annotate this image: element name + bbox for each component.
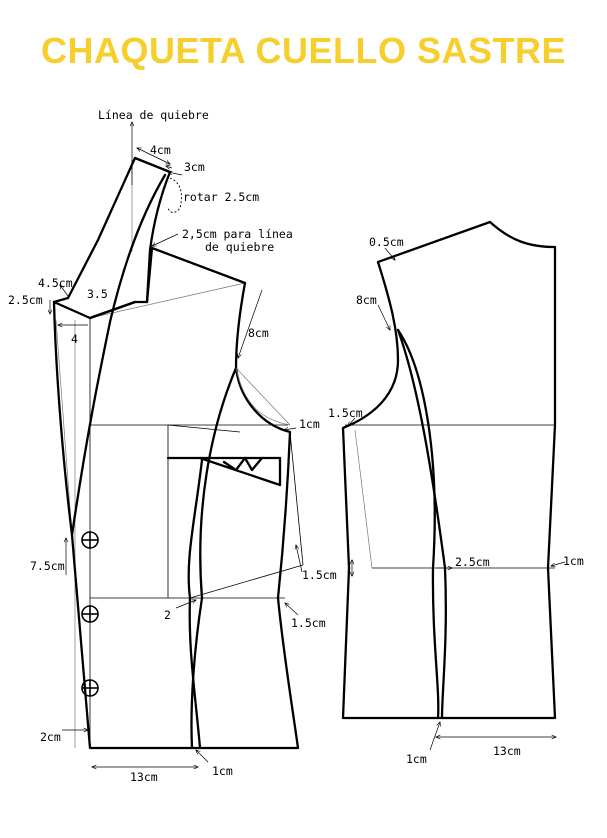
back-piece: 0.5cm 8cm 1.5cm 2.5cm 1cm 1cm 13cm xyxy=(328,220,584,766)
label-back-1cm: 1cm xyxy=(563,554,584,568)
label-3-5: 3.5 xyxy=(87,287,108,301)
label-back-0-5cm: 0.5cm xyxy=(369,235,404,249)
label-front-1-5cm-b: 1.5cm xyxy=(291,616,326,630)
front-measure-arrows xyxy=(50,122,303,767)
button-1 xyxy=(81,531,99,549)
back-construction-lines xyxy=(345,424,555,569)
label-4cm: 4cm xyxy=(150,143,171,157)
label-para-linea-2: de quiebre xyxy=(205,240,274,254)
label-back-8cm: 8cm xyxy=(356,293,377,307)
label-3cm: 3cm xyxy=(184,160,205,174)
label-front-1cm: 1cm xyxy=(299,417,320,431)
label-4: 4 xyxy=(71,332,78,346)
label-front-1-5cm: 1.5cm xyxy=(302,568,337,582)
label-front-8cm: 8cm xyxy=(248,326,269,340)
label-linea-quiebre: Línea de quiebre xyxy=(98,108,209,122)
lapel-outline xyxy=(52,156,172,320)
button-3 xyxy=(81,679,99,697)
label-back-13cm: 13cm xyxy=(493,744,521,758)
label-front-13cm: 13cm xyxy=(130,770,158,784)
label-7-5cm: 7.5cm xyxy=(30,559,65,573)
back-side-seam-2 xyxy=(396,328,447,720)
back-outline xyxy=(341,220,557,720)
pattern-title: CHAQUETA CUELLO SASTRE xyxy=(40,30,566,71)
label-back-2-5cm: 2.5cm xyxy=(455,555,490,569)
front-piece: Línea de quiebre 4cm 3cm rotar 2.5cm 2,5… xyxy=(8,108,337,784)
label-rotar: rotar 2.5cm xyxy=(183,190,259,204)
label-para-linea-1: 2,5cm para línea xyxy=(182,227,293,241)
back-side-seam xyxy=(396,328,440,720)
roll-line xyxy=(70,173,167,537)
label-4-5cm: 4.5cm xyxy=(38,276,73,290)
front-panel-seam xyxy=(187,458,204,750)
label-2-5cm: 2.5cm xyxy=(8,293,43,307)
welt-pocket xyxy=(166,456,282,487)
label-back-1-5cm: 1.5cm xyxy=(328,406,363,420)
collar-rotation-dashed xyxy=(167,177,182,213)
label-2cm: 2cm xyxy=(40,730,61,744)
label-back-hem-1cm: 1cm xyxy=(406,752,427,766)
button-2 xyxy=(81,605,99,623)
front-side-panel-seam xyxy=(190,366,238,750)
neck-curve-guide xyxy=(235,367,291,426)
back-measure-arrows xyxy=(348,247,566,751)
label-2: 2 xyxy=(164,608,171,622)
front-outline xyxy=(52,246,300,750)
label-front-hem-1cm: 1cm xyxy=(212,764,233,778)
